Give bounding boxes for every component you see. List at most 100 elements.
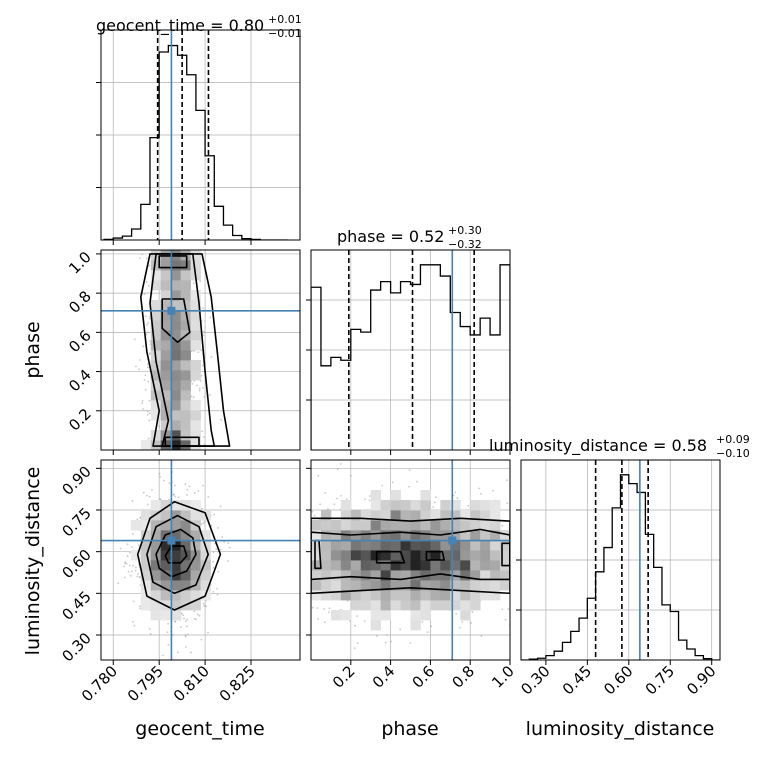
contour-0-3 <box>164 436 200 447</box>
density-cell <box>160 610 172 621</box>
density-cell <box>330 560 342 571</box>
density-cell <box>450 540 461 551</box>
sample-point <box>408 469 411 472</box>
sample-point <box>132 620 134 623</box>
sample-point <box>345 498 348 500</box>
sample-point <box>203 443 206 446</box>
density-cell <box>450 580 461 591</box>
density-cell <box>470 590 481 601</box>
density-cell <box>350 590 362 601</box>
sample-point <box>138 368 140 371</box>
density-cell <box>350 570 362 581</box>
sample-point <box>133 338 136 341</box>
sample-point <box>171 634 174 636</box>
sample-point <box>216 593 219 596</box>
sample-point <box>435 496 437 499</box>
sample-point <box>192 396 195 399</box>
truth-marker-1 <box>167 536 176 545</box>
sample-point <box>143 379 146 381</box>
density-cell <box>330 540 342 551</box>
sample-point <box>480 492 482 495</box>
density-cell <box>420 540 431 551</box>
density-cell <box>430 580 441 591</box>
sample-point <box>501 524 504 527</box>
sample-point <box>467 504 470 507</box>
pair-content-1 <box>101 460 300 660</box>
sample-point <box>124 561 127 564</box>
density-cell <box>460 540 471 551</box>
density-cell <box>160 270 172 281</box>
density-cell <box>390 560 401 571</box>
sample-point <box>350 474 352 477</box>
sample-point <box>323 621 326 624</box>
density-cell <box>320 560 332 571</box>
sample-point <box>471 611 474 613</box>
density-cell <box>370 590 382 601</box>
density-cell <box>160 540 172 551</box>
sample-point <box>136 575 139 578</box>
density-cell <box>500 540 510 551</box>
sample-point <box>203 395 206 398</box>
density-cell <box>150 300 162 311</box>
sample-point <box>193 350 196 352</box>
sample-point <box>369 495 371 497</box>
density-cell <box>180 590 191 601</box>
contour-2-0 <box>311 517 510 595</box>
density-cell <box>490 550 501 561</box>
sample-point <box>186 618 189 621</box>
density-cell <box>160 280 172 291</box>
sample-point <box>134 569 137 572</box>
density-cell <box>350 550 362 561</box>
sample-point <box>202 364 204 367</box>
title-geocent-time-sup: +0.01 <box>268 13 302 26</box>
sample-point <box>138 544 140 547</box>
density-cell <box>190 310 201 321</box>
density-cell <box>360 530 372 541</box>
density-cell <box>480 530 491 541</box>
density-cell <box>410 520 421 531</box>
density-cell <box>160 510 172 521</box>
sample-point <box>454 491 457 494</box>
density-cell <box>400 570 411 581</box>
density-cell <box>350 510 362 521</box>
sample-point <box>384 641 387 644</box>
density-cell <box>190 260 201 271</box>
sample-point <box>139 607 142 610</box>
density-cell <box>311 520 322 531</box>
sample-point <box>507 608 510 611</box>
sample-point <box>119 547 122 550</box>
density-cell <box>190 410 201 421</box>
density-cell <box>370 580 382 591</box>
density-cell <box>440 540 451 551</box>
density-cell <box>400 520 411 531</box>
sample-point <box>202 436 205 439</box>
sample-point <box>202 522 205 524</box>
density-cell <box>370 620 382 631</box>
density-cell <box>490 560 501 571</box>
density-cell <box>350 540 362 551</box>
sample-point <box>186 633 189 636</box>
density-cell <box>330 520 342 531</box>
density-cell <box>150 400 162 411</box>
density-cell <box>140 600 152 611</box>
sample-point <box>227 560 229 563</box>
density-cell <box>460 600 471 611</box>
sample-point <box>146 323 148 326</box>
density-cell <box>180 400 191 411</box>
density-cell <box>400 530 411 541</box>
density-cell <box>170 260 181 271</box>
density-cell <box>360 550 372 561</box>
density-cell <box>400 600 411 611</box>
density-cell <box>160 360 172 371</box>
density-cell <box>390 520 401 531</box>
sample-point <box>146 413 149 416</box>
sample-point <box>147 321 150 324</box>
density-cell <box>150 340 162 351</box>
sample-point <box>209 316 212 319</box>
truth-marker-0 <box>167 306 176 315</box>
density-cell <box>470 600 481 611</box>
sample-point <box>159 476 162 478</box>
sample-point <box>492 489 494 492</box>
sample-point <box>132 532 134 535</box>
sample-point <box>456 497 459 500</box>
